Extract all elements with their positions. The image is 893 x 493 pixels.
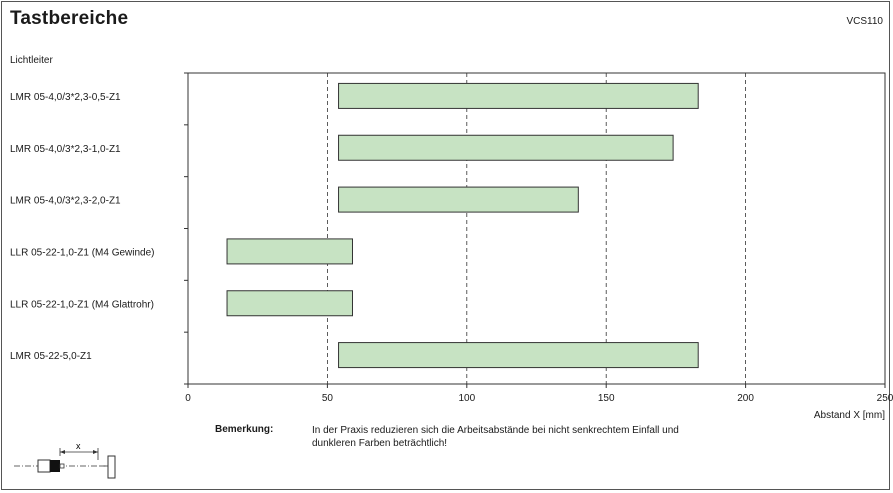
range-bar bbox=[226, 238, 353, 265]
category-label: LLR 05-22-1,0-Z1 (M4 Gewinde) bbox=[10, 247, 155, 258]
x-tick-label: 200 bbox=[737, 393, 754, 404]
x-tick-label: 100 bbox=[458, 393, 475, 404]
range-bar bbox=[338, 134, 674, 161]
x-tick-label: 50 bbox=[322, 393, 334, 404]
x-tick-label: 0 bbox=[185, 393, 191, 404]
range-bar bbox=[338, 186, 579, 213]
product-code: VCS110 bbox=[846, 16, 883, 27]
category-group-label: Lichtleiter bbox=[10, 55, 53, 66]
x-axis-label: Abstand X [mm] bbox=[814, 410, 885, 420]
category-label: LMR 05-4,0/3*2,3-0,5-Z1 bbox=[10, 92, 121, 103]
distance-x-label: x bbox=[76, 441, 81, 451]
x-tick-label: 150 bbox=[598, 393, 615, 404]
category-label: LMR 05-4,0/3*2,3-1,0-Z1 bbox=[10, 144, 121, 155]
range-bar bbox=[226, 290, 353, 317]
sensor-distance-icon: x bbox=[14, 441, 116, 479]
category-label: LMR 05-4,0/3*2,3-2,0-Z1 bbox=[10, 196, 121, 207]
category-label: LMR 05-22-5,0-Z1 bbox=[10, 351, 92, 362]
remark-line: In der Praxis reduzieren sich die Arbeit… bbox=[312, 425, 679, 436]
range-chart: 0 50 100 150 200 250 Abstand X [mm] LMR 05-4,0/… bbox=[10, 72, 893, 420]
page-title: Tastbereiche bbox=[10, 8, 129, 29]
plot-area bbox=[187, 72, 886, 385]
range-bar bbox=[338, 342, 699, 369]
remark-label: Bemerkung: bbox=[215, 424, 274, 435]
remark-line: dunkleren Farben beträchtlich! bbox=[312, 438, 448, 449]
range-bar bbox=[338, 82, 699, 109]
remark-text: In der Praxis reduzieren sich die Arbeit… bbox=[312, 424, 679, 450]
category-label: LLR 05-22-1,0-Z1 (M4 Glattrohr) bbox=[10, 299, 154, 310]
x-tick-label: 250 bbox=[877, 393, 893, 404]
